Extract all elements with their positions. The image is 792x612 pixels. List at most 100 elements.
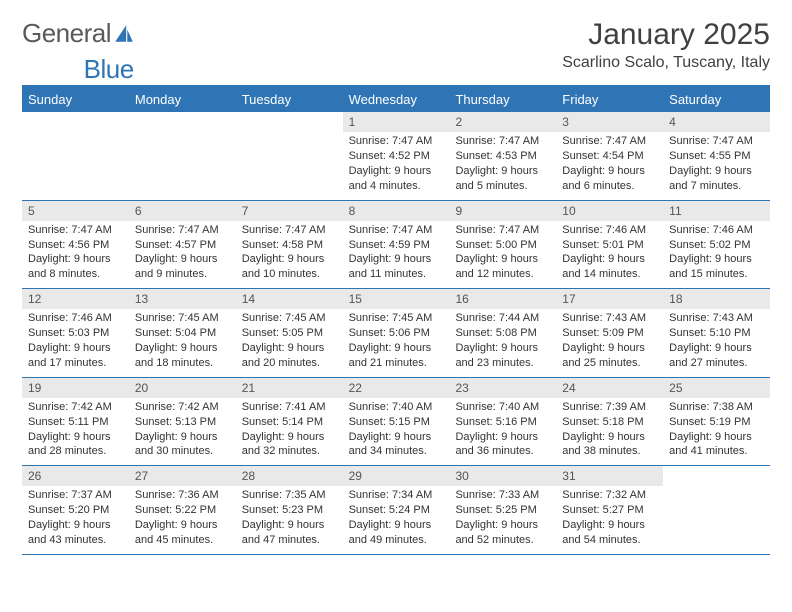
day-line: Sunrise: 7:38 AM [669, 400, 764, 415]
day-line: Sunset: 4:59 PM [349, 238, 444, 253]
day-line: Daylight: 9 hours [562, 518, 657, 533]
day-line: Daylight: 9 hours [135, 252, 230, 267]
day-line: Daylight: 9 hours [28, 430, 123, 445]
day-line: and 4 minutes. [349, 179, 444, 194]
day-line: and 28 minutes. [28, 444, 123, 459]
day-line: and 45 minutes. [135, 533, 230, 548]
day-number: 18 [663, 289, 770, 309]
day-number: 13 [129, 289, 236, 309]
day-line: Daylight: 9 hours [455, 252, 550, 267]
title-block: January 2025 Scarlino Scalo, Tuscany, It… [562, 18, 770, 72]
day-line: Daylight: 9 hours [135, 518, 230, 533]
week-row: 26Sunrise: 7:37 AMSunset: 5:20 PMDayligh… [22, 466, 770, 555]
day-line: Sunrise: 7:32 AM [562, 488, 657, 503]
day-number: 22 [343, 378, 450, 398]
day-content: Sunrise: 7:39 AMSunset: 5:18 PMDaylight:… [556, 398, 663, 465]
day-content [22, 132, 129, 140]
day-line: Sunrise: 7:47 AM [455, 134, 550, 149]
day-line: and 41 minutes. [669, 444, 764, 459]
day-cell [236, 112, 343, 200]
day-content: Sunrise: 7:40 AMSunset: 5:15 PMDaylight:… [343, 398, 450, 465]
day-line: Sunrise: 7:45 AM [349, 311, 444, 326]
day-line: Daylight: 9 hours [349, 341, 444, 356]
day-line: Sunrise: 7:47 AM [349, 223, 444, 238]
day-content: Sunrise: 7:38 AMSunset: 5:19 PMDaylight:… [663, 398, 770, 465]
day-number [663, 466, 770, 486]
day-content: Sunrise: 7:40 AMSunset: 5:16 PMDaylight:… [449, 398, 556, 465]
day-line: Daylight: 9 hours [455, 341, 550, 356]
day-content: Sunrise: 7:44 AMSunset: 5:08 PMDaylight:… [449, 309, 556, 376]
day-line: and 36 minutes. [455, 444, 550, 459]
day-cell: 3Sunrise: 7:47 AMSunset: 4:54 PMDaylight… [556, 112, 663, 200]
day-line: and 8 minutes. [28, 267, 123, 282]
day-number: 6 [129, 201, 236, 221]
day-number: 24 [556, 378, 663, 398]
day-number: 1 [343, 112, 450, 132]
week-row: 5Sunrise: 7:47 AMSunset: 4:56 PMDaylight… [22, 201, 770, 290]
day-line: Sunrise: 7:47 AM [669, 134, 764, 149]
day-content: Sunrise: 7:34 AMSunset: 5:24 PMDaylight:… [343, 486, 450, 553]
day-cell: 27Sunrise: 7:36 AMSunset: 5:22 PMDayligh… [129, 466, 236, 554]
day-cell: 17Sunrise: 7:43 AMSunset: 5:09 PMDayligh… [556, 289, 663, 377]
day-line: and 34 minutes. [349, 444, 444, 459]
day-line: Sunset: 5:14 PM [242, 415, 337, 430]
day-line: and 12 minutes. [455, 267, 550, 282]
day-line: Daylight: 9 hours [562, 164, 657, 179]
day-number: 29 [343, 466, 450, 486]
weekday-header-row: SundayMondayTuesdayWednesdayThursdayFrid… [22, 87, 770, 112]
day-cell: 8Sunrise: 7:47 AMSunset: 4:59 PMDaylight… [343, 201, 450, 289]
day-number: 23 [449, 378, 556, 398]
day-number: 15 [343, 289, 450, 309]
day-line: Sunrise: 7:44 AM [455, 311, 550, 326]
day-number: 26 [22, 466, 129, 486]
day-content: Sunrise: 7:32 AMSunset: 5:27 PMDaylight:… [556, 486, 663, 553]
day-line: and 21 minutes. [349, 356, 444, 371]
day-cell: 4Sunrise: 7:47 AMSunset: 4:55 PMDaylight… [663, 112, 770, 200]
day-content: Sunrise: 7:33 AMSunset: 5:25 PMDaylight:… [449, 486, 556, 553]
day-cell [22, 112, 129, 200]
day-content: Sunrise: 7:36 AMSunset: 5:22 PMDaylight:… [129, 486, 236, 553]
day-number: 17 [556, 289, 663, 309]
day-number: 25 [663, 378, 770, 398]
day-line: Sunset: 4:52 PM [349, 149, 444, 164]
day-line: Sunset: 5:10 PM [669, 326, 764, 341]
day-line: Daylight: 9 hours [28, 341, 123, 356]
day-line: Sunrise: 7:35 AM [242, 488, 337, 503]
day-line: Sunrise: 7:40 AM [349, 400, 444, 415]
day-cell: 21Sunrise: 7:41 AMSunset: 5:14 PMDayligh… [236, 378, 343, 466]
day-line: and 47 minutes. [242, 533, 337, 548]
weekday-header: Friday [556, 87, 663, 112]
day-cell: 30Sunrise: 7:33 AMSunset: 5:25 PMDayligh… [449, 466, 556, 554]
day-cell: 20Sunrise: 7:42 AMSunset: 5:13 PMDayligh… [129, 378, 236, 466]
day-content: Sunrise: 7:47 AMSunset: 4:53 PMDaylight:… [449, 132, 556, 199]
day-content: Sunrise: 7:43 AMSunset: 5:10 PMDaylight:… [663, 309, 770, 376]
day-line: Sunset: 5:25 PM [455, 503, 550, 518]
day-cell: 12Sunrise: 7:46 AMSunset: 5:03 PMDayligh… [22, 289, 129, 377]
day-content: Sunrise: 7:45 AMSunset: 5:06 PMDaylight:… [343, 309, 450, 376]
day-line: Sunrise: 7:47 AM [28, 223, 123, 238]
day-cell: 26Sunrise: 7:37 AMSunset: 5:20 PMDayligh… [22, 466, 129, 554]
day-number [129, 112, 236, 132]
day-content: Sunrise: 7:43 AMSunset: 5:09 PMDaylight:… [556, 309, 663, 376]
day-content: Sunrise: 7:37 AMSunset: 5:20 PMDaylight:… [22, 486, 129, 553]
day-line: Sunset: 5:06 PM [349, 326, 444, 341]
day-line: Sunrise: 7:43 AM [562, 311, 657, 326]
day-cell: 18Sunrise: 7:43 AMSunset: 5:10 PMDayligh… [663, 289, 770, 377]
day-line: and 7 minutes. [669, 179, 764, 194]
day-cell: 5Sunrise: 7:47 AMSunset: 4:56 PMDaylight… [22, 201, 129, 289]
day-line: Sunset: 4:55 PM [669, 149, 764, 164]
day-line: Sunset: 4:57 PM [135, 238, 230, 253]
day-cell: 31Sunrise: 7:32 AMSunset: 5:27 PMDayligh… [556, 466, 663, 554]
day-line: Sunrise: 7:47 AM [349, 134, 444, 149]
day-content: Sunrise: 7:45 AMSunset: 5:04 PMDaylight:… [129, 309, 236, 376]
day-line: and 23 minutes. [455, 356, 550, 371]
day-line: Sunrise: 7:47 AM [455, 223, 550, 238]
day-cell: 24Sunrise: 7:39 AMSunset: 5:18 PMDayligh… [556, 378, 663, 466]
day-cell: 11Sunrise: 7:46 AMSunset: 5:02 PMDayligh… [663, 201, 770, 289]
day-line: Daylight: 9 hours [242, 341, 337, 356]
day-line: Sunset: 5:15 PM [349, 415, 444, 430]
day-line: Sunset: 5:00 PM [455, 238, 550, 253]
day-line: Sunset: 5:01 PM [562, 238, 657, 253]
day-line: Sunset: 4:58 PM [242, 238, 337, 253]
day-line: Sunset: 4:53 PM [455, 149, 550, 164]
